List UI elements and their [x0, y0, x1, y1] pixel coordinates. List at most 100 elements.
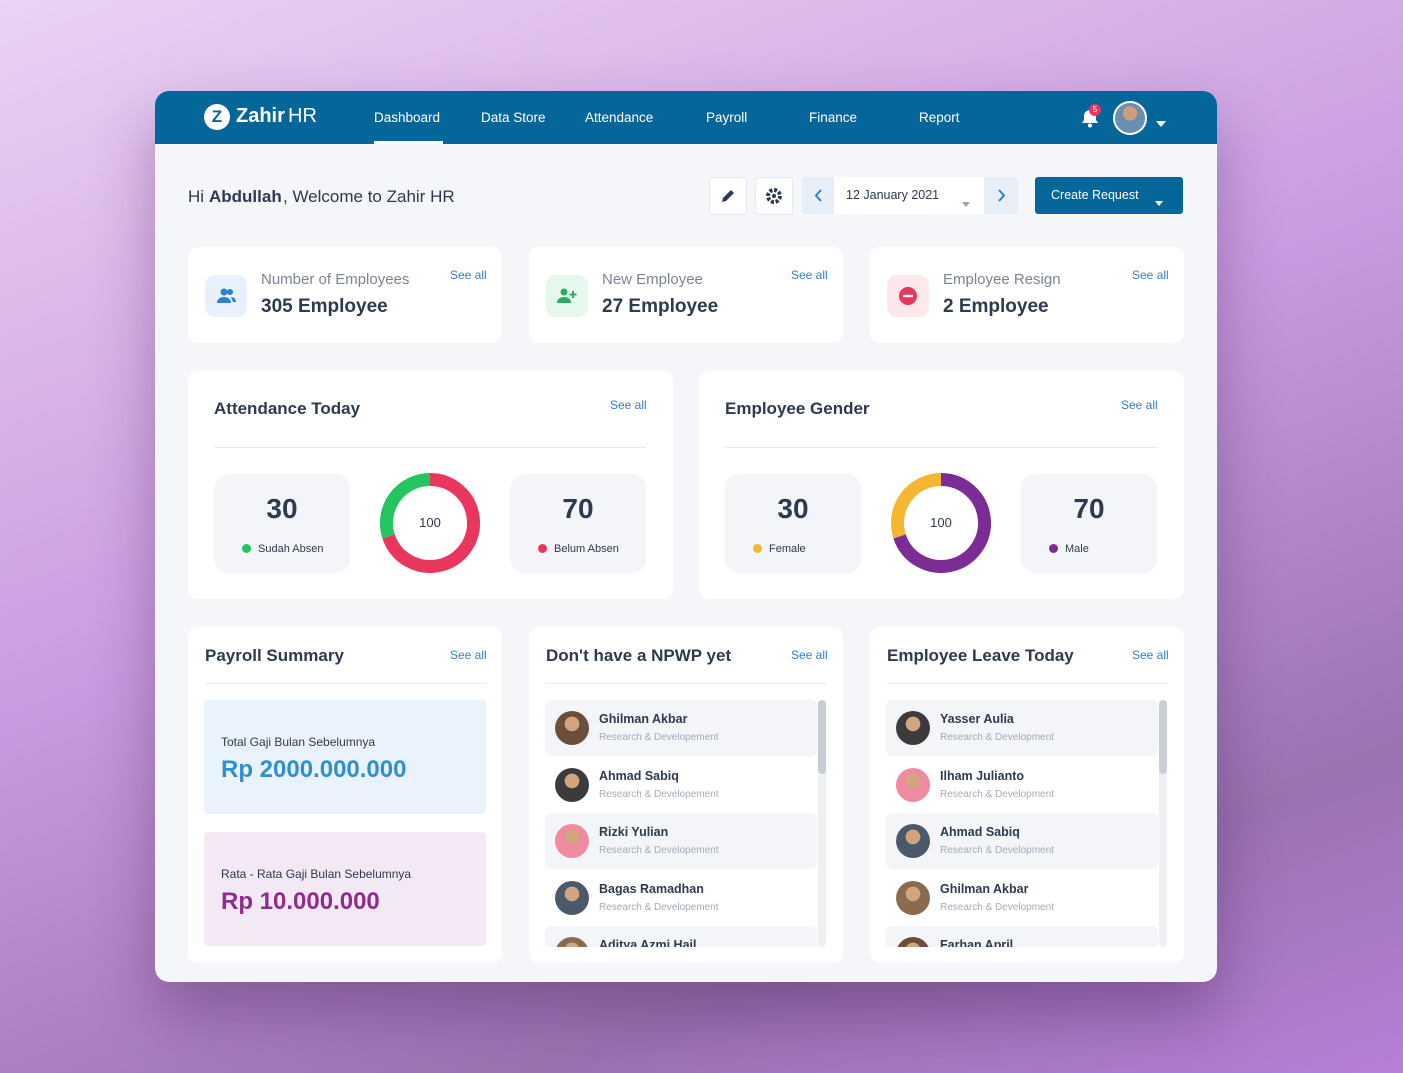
nav-item[interactable]: Data Store	[481, 110, 546, 125]
person-row[interactable]: Rizki Yulian Research & Developement	[545, 813, 817, 869]
person-row[interactable]: Aditya Azmi HailResearch & Developement	[545, 926, 817, 947]
person-name: Bagas Ramadhan	[599, 881, 704, 896]
stat-icon	[205, 275, 247, 317]
greeting-name: Abdullah	[209, 187, 282, 206]
person-name: Ghilman Akbar	[940, 881, 1029, 896]
user-avatar[interactable]	[1113, 101, 1147, 135]
person-dept: Research & Development	[940, 732, 1054, 743]
person-name: Ahmad Sabiq	[599, 768, 679, 783]
stat-icon-shape	[569, 291, 577, 298]
donut	[378, 471, 482, 575]
user-menu-caret[interactable]	[1156, 114, 1166, 127]
person-row[interactable]: Farhan AprilResearch & Development	[886, 926, 1158, 947]
date-caret	[962, 194, 970, 207]
see-all-link[interactable]: See all	[610, 398, 647, 412]
person-avatar	[896, 767, 930, 802]
payroll-box	[204, 700, 486, 814]
person-name: Ghilman Akbar	[599, 712, 688, 726]
scrollbar-thumb[interactable]	[1159, 700, 1167, 774]
card-title: Attendance Today	[214, 399, 361, 418]
user-menu-caret-shape	[1156, 121, 1166, 127]
see-all-link[interactable]: See all	[450, 268, 487, 282]
stat-icon-shape	[557, 297, 571, 303]
divider	[725, 447, 1157, 448]
stat-label: Employee Resign	[943, 271, 1061, 288]
divider	[887, 683, 1168, 684]
person-row[interactable]: Ghilman Akbar Research & Developement	[545, 700, 817, 756]
date-prev[interactable]	[802, 177, 834, 214]
person-row[interactable]: Ahmad Sabiq Research & Developement	[545, 757, 817, 813]
nav-item[interactable]: Report	[919, 110, 960, 125]
stat-label: Number of Employees	[261, 271, 410, 288]
brand-name: Zahir	[236, 105, 285, 127]
person-row[interactable]: Yasser Aulia Research & Development	[886, 700, 1158, 756]
person-avatar	[896, 880, 930, 915]
donut-segment	[380, 473, 431, 539]
person-row[interactable]: Ahmad Sabiq Research & Development	[886, 813, 1158, 869]
legend-label: Sudah Absen	[258, 543, 324, 555]
nav-item[interactable]: Payroll	[706, 110, 748, 125]
create-request-button[interactable]: Create Request	[1035, 177, 1183, 214]
nav-item[interactable]: Dashboard	[374, 110, 441, 125]
stat-box	[510, 474, 646, 573]
stat-number: 70	[1073, 493, 1105, 524]
donut-total: 100	[930, 515, 952, 530]
see-all-link[interactable]: See all	[791, 648, 828, 662]
person-dept: Research & Development	[940, 845, 1054, 856]
scrollbar-thumb[interactable]	[818, 700, 826, 774]
date-next-shape	[998, 189, 1006, 202]
edit-button[interactable]	[709, 177, 747, 215]
person-name: Rizki Yulian	[599, 825, 669, 839]
payroll-value: Rp 10.000.000	[221, 888, 380, 915]
settings-button-shape	[766, 188, 782, 204]
person-row[interactable]: Ghilman Akbar Research & Development	[886, 870, 1158, 926]
stat-value: 2 Employee	[943, 296, 1049, 317]
person-name: Ahmad Sabiq	[940, 825, 1020, 839]
stat-box	[725, 474, 861, 573]
date-caret-shape	[962, 202, 970, 207]
stat-label: New Employee	[602, 271, 703, 288]
person-name: Yasser Aulia	[940, 712, 1014, 726]
stat-box	[1021, 474, 1157, 573]
donut-segment	[382, 473, 480, 573]
person-avatar	[555, 711, 589, 745]
see-all-link[interactable]: See all	[1121, 398, 1158, 412]
see-all-link[interactable]: See all	[1132, 268, 1169, 282]
legend-dot	[538, 544, 547, 553]
create-request-caret[interactable]	[1155, 193, 1163, 206]
legend-dot	[753, 544, 762, 553]
notification-badge: 5	[1089, 104, 1101, 116]
divider	[546, 683, 827, 684]
see-all-link[interactable]: See all	[450, 648, 487, 662]
person-avatar	[555, 880, 589, 915]
stat-box	[214, 474, 350, 573]
date-prev-shape	[814, 189, 822, 202]
edit-button-shape	[722, 190, 734, 202]
person-dept: Research & Development	[940, 901, 1054, 913]
card-title: Employee Gender	[725, 399, 870, 418]
settings-button[interactable]	[755, 177, 793, 215]
date-caret-shape	[962, 202, 970, 207]
card-title: Payroll Summary	[205, 646, 344, 665]
date-select[interactable]: 12 January 2021	[834, 177, 984, 214]
stat-icon-shape	[560, 288, 568, 296]
date-next[interactable]	[984, 177, 1018, 214]
create-request-caret-shape	[1155, 201, 1163, 206]
user-menu-caret-shape	[1156, 121, 1166, 127]
person-dept: Research & Developement	[599, 901, 719, 913]
person-name: Ilham Julianto	[940, 768, 1025, 783]
nav-item[interactable]: Attendance	[585, 110, 654, 125]
person-row[interactable]: Bagas Ramadhan Research & Developement	[545, 870, 817, 926]
see-all-link[interactable]: See all	[791, 268, 828, 282]
person-dept: Research & Developement	[599, 845, 719, 856]
person-dept: Research & Developement	[599, 788, 719, 800]
person-list: Ghilman Akbar Research & Developement Ahma…	[545, 700, 818, 947]
nav-item[interactable]: Finance	[809, 110, 858, 125]
legend-label: Belum Absen	[554, 543, 619, 555]
see-all-link[interactable]: See all	[1132, 648, 1169, 662]
stat-number: 70	[562, 493, 594, 524]
person-avatar	[896, 824, 930, 858]
person-row[interactable]: Ilham Julianto Research & Development	[886, 757, 1158, 813]
bell-icon-shape	[1088, 123, 1092, 128]
divider	[205, 683, 486, 684]
